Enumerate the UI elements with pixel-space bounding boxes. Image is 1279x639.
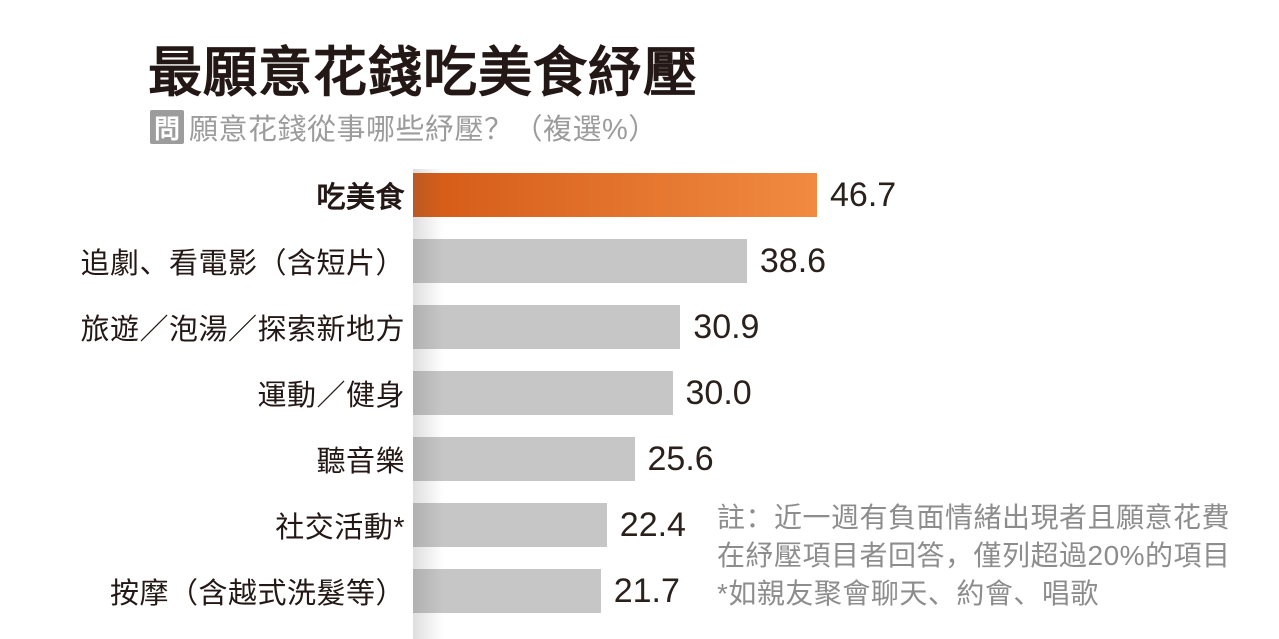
bar-label: 社交活動* — [275, 512, 405, 544]
footnote: 註：近一週有負面情緒出現者且願意花費 在紓壓項目者回答，僅列超過20%的項目 *… — [717, 499, 1231, 613]
subtitle-text: 願意花錢從事哪些紓壓？（複選%） — [189, 114, 658, 146]
footnote-line: *如親友聚會聊天、約會、唱歌 — [717, 578, 1099, 609]
bar — [413, 437, 635, 481]
bar — [413, 173, 817, 217]
bar-label: 吃美食 — [316, 182, 405, 214]
footnote-line: 註：近一週有負面情緒出現者且願意花費 — [717, 502, 1231, 533]
bar-row-drama: 追劇、看電影（含短片） 38.6 — [0, 239, 1279, 283]
bar-label: 追劇、看電影（含短片） — [80, 248, 405, 280]
bar — [413, 305, 681, 349]
bar — [413, 239, 747, 283]
bar-value: 22.4 — [619, 505, 686, 544]
bar-row-music: 聽音樂 25.6 — [0, 437, 1279, 481]
bar-value: 38.6 — [759, 241, 827, 280]
bar-label: 運動／健身 — [257, 380, 405, 412]
bar — [413, 371, 673, 415]
question-badge: 問 — [150, 110, 184, 144]
bar-label: 旅遊／泡湯／探索新地方 — [80, 314, 405, 346]
chart-subtitle: 問 願意花錢從事哪些紓壓？（複選%） — [150, 106, 658, 148]
bar-label: 按摩（含越式洗髮等） — [109, 578, 405, 610]
bar-label: 聽音樂 — [316, 446, 405, 478]
bar — [413, 569, 601, 613]
footnote-line: 在紓壓項目者回答，僅列超過20%的項目 — [717, 540, 1231, 571]
bar-row-travel: 旅遊／泡湯／探索新地方 30.9 — [0, 305, 1279, 349]
bar-row-massage: 按摩（含越式洗髮等） 21.7 — [0, 569, 1279, 613]
bar-row-social: 社交活動* 22.4 — [0, 503, 1279, 547]
bar-row-eat: 吃美食 46.7 — [0, 173, 1279, 217]
bar-value: 30.0 — [685, 373, 752, 412]
bar-value: 25.6 — [647, 439, 714, 478]
bar-value: 21.7 — [613, 571, 680, 610]
bar-row-exercise: 運動／健身 30.0 — [0, 371, 1279, 415]
bar-value: 30.9 — [693, 307, 760, 346]
bar-chart: 吃美食 46.7 追劇、看電影（含短片） 38.6 旅遊／泡湯／探索新地方 30… — [0, 169, 1279, 639]
bar — [413, 503, 607, 547]
bar-value: 46.7 — [830, 175, 897, 214]
page-title: 最願意花錢吃美食紓壓 — [148, 43, 698, 103]
